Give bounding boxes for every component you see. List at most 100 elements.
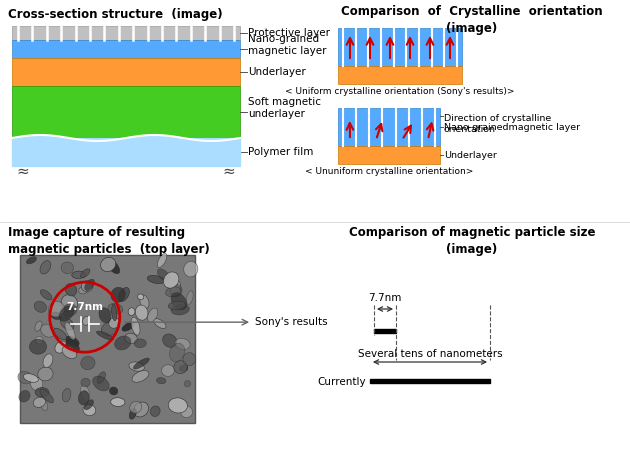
Bar: [20, 255, 195, 423]
Ellipse shape: [158, 253, 167, 267]
Ellipse shape: [60, 318, 74, 330]
Bar: [338, 108, 440, 146]
Ellipse shape: [156, 378, 166, 384]
Ellipse shape: [171, 304, 190, 315]
Ellipse shape: [84, 279, 94, 291]
Ellipse shape: [61, 295, 77, 312]
Ellipse shape: [171, 293, 187, 310]
Ellipse shape: [54, 328, 67, 340]
Text: Comparison of magnetic particle size
(image): Comparison of magnetic particle size (im…: [349, 226, 595, 256]
Ellipse shape: [41, 324, 55, 337]
Ellipse shape: [158, 269, 169, 281]
Ellipse shape: [134, 339, 146, 348]
Ellipse shape: [50, 312, 62, 320]
Text: < Uniform crystalline orientation (Sony's results)>: < Uniform crystalline orientation (Sony'…: [285, 87, 515, 96]
Text: Protective layer: Protective layer: [248, 28, 330, 38]
Ellipse shape: [129, 362, 144, 371]
Ellipse shape: [81, 385, 89, 401]
Ellipse shape: [38, 367, 53, 381]
Ellipse shape: [93, 376, 109, 391]
Ellipse shape: [118, 287, 129, 301]
Ellipse shape: [134, 402, 149, 417]
Ellipse shape: [134, 358, 149, 369]
Ellipse shape: [35, 388, 49, 397]
Ellipse shape: [130, 401, 142, 413]
Ellipse shape: [105, 258, 120, 274]
Bar: [12, 26, 240, 40]
Ellipse shape: [168, 301, 186, 310]
Ellipse shape: [122, 322, 134, 331]
Ellipse shape: [41, 399, 48, 411]
Ellipse shape: [34, 301, 47, 312]
Text: 7.7nm: 7.7nm: [66, 302, 103, 312]
Bar: [370, 379, 490, 383]
Ellipse shape: [43, 354, 53, 367]
Text: Polymer film: Polymer film: [248, 147, 313, 157]
Bar: [338, 146, 440, 164]
Text: 7.7nm: 7.7nm: [369, 293, 402, 303]
Text: Several tens of nanometers: Several tens of nanometers: [358, 349, 502, 359]
Ellipse shape: [170, 280, 180, 296]
Ellipse shape: [112, 304, 117, 321]
Bar: [338, 28, 462, 66]
Ellipse shape: [140, 295, 149, 309]
Ellipse shape: [30, 339, 47, 354]
Ellipse shape: [65, 322, 75, 340]
Text: Direction of crystalline
orientation: Direction of crystalline orientation: [444, 114, 551, 134]
Ellipse shape: [181, 406, 193, 418]
Ellipse shape: [168, 398, 188, 413]
Ellipse shape: [125, 333, 137, 344]
Text: Nano-grained
magnetic layer: Nano-grained magnetic layer: [248, 34, 326, 56]
Bar: [374, 329, 396, 333]
Ellipse shape: [101, 257, 116, 271]
Text: ≈: ≈: [222, 164, 235, 179]
Ellipse shape: [62, 346, 77, 359]
Bar: [12, 58, 240, 86]
Ellipse shape: [111, 398, 125, 406]
Ellipse shape: [79, 391, 89, 405]
Ellipse shape: [101, 321, 119, 336]
Text: < Ununiform crystalline orientation>: < Ununiform crystalline orientation>: [305, 167, 473, 176]
Ellipse shape: [166, 287, 181, 296]
Ellipse shape: [49, 301, 64, 317]
Ellipse shape: [18, 371, 32, 384]
Text: Comparison  of  Crystalline  orientation
(image): Comparison of Crystalline orientation (i…: [341, 5, 603, 35]
Ellipse shape: [128, 308, 135, 316]
Ellipse shape: [40, 389, 54, 403]
Ellipse shape: [81, 356, 95, 370]
Ellipse shape: [66, 336, 79, 346]
Text: Underlayer: Underlayer: [444, 150, 497, 159]
Bar: [12, 138, 240, 166]
Ellipse shape: [175, 338, 190, 350]
Ellipse shape: [115, 336, 131, 350]
Ellipse shape: [109, 318, 119, 328]
Text: Underlayer: Underlayer: [248, 67, 306, 77]
Ellipse shape: [81, 378, 90, 387]
Ellipse shape: [184, 380, 191, 387]
Ellipse shape: [66, 340, 79, 354]
Ellipse shape: [137, 294, 144, 300]
Bar: [12, 40, 240, 58]
Ellipse shape: [79, 286, 89, 294]
Ellipse shape: [183, 353, 196, 365]
Ellipse shape: [174, 360, 187, 374]
Ellipse shape: [99, 308, 111, 323]
Ellipse shape: [26, 257, 37, 264]
Text: Currently: Currently: [318, 377, 366, 387]
Ellipse shape: [35, 321, 42, 331]
Ellipse shape: [81, 269, 90, 278]
Ellipse shape: [131, 317, 140, 335]
Bar: [12, 86, 240, 138]
Ellipse shape: [33, 397, 45, 407]
Bar: [338, 66, 462, 84]
Text: Nano-grainedmagnetic layer: Nano-grainedmagnetic layer: [444, 123, 580, 132]
Ellipse shape: [154, 319, 166, 329]
Ellipse shape: [72, 271, 86, 278]
Ellipse shape: [65, 284, 77, 296]
Ellipse shape: [55, 341, 67, 353]
Ellipse shape: [61, 262, 74, 274]
Ellipse shape: [110, 387, 118, 395]
Ellipse shape: [84, 400, 93, 410]
Ellipse shape: [97, 372, 105, 384]
Ellipse shape: [23, 374, 38, 382]
